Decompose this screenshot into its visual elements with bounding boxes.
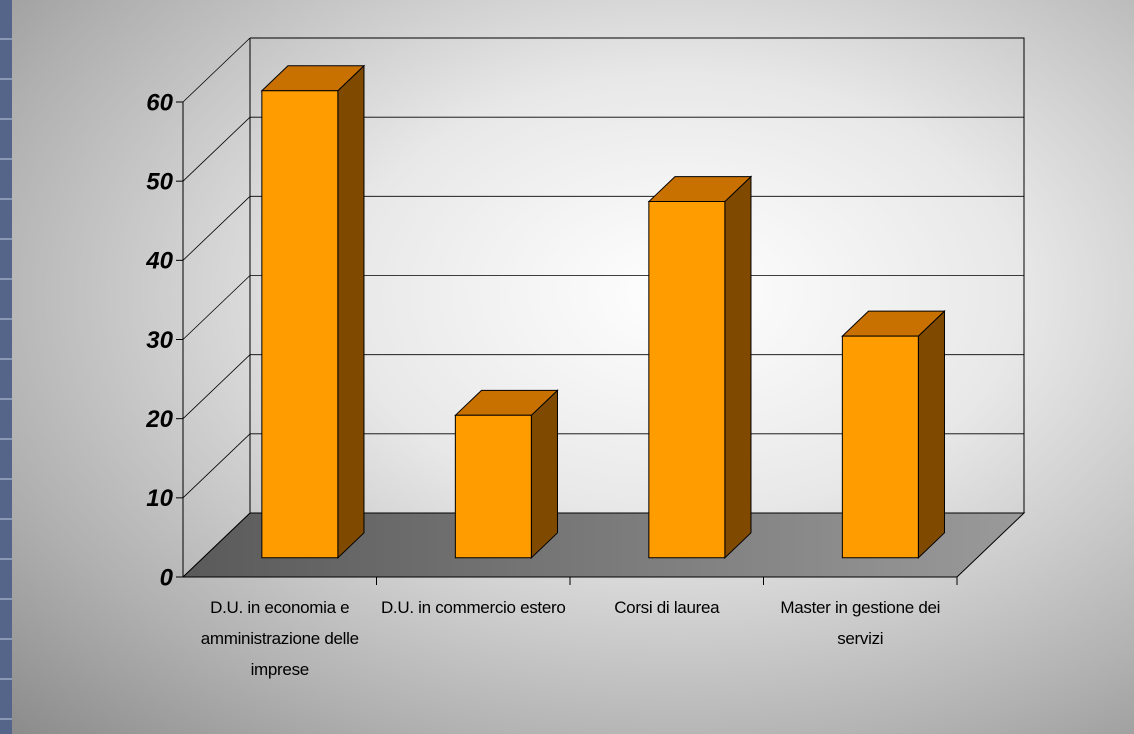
x-tick-label: Corsi di laurea [614, 598, 720, 617]
bar [260, 64, 366, 559]
grid-line-side [182, 37, 251, 103]
bar [841, 310, 946, 559]
bar-side [530, 389, 558, 559]
y-tick-label: 50 [146, 169, 173, 196]
y-tick-label: 40 [145, 248, 173, 275]
grid-line-side [182, 433, 251, 499]
grid-line-side [182, 275, 251, 340]
y-tick-label: 30 [146, 327, 173, 354]
theme-strip [0, 0, 12, 734]
grid-line-side [182, 196, 251, 261]
y-tick-label: 60 [146, 89, 173, 116]
bar-front [648, 201, 726, 559]
y-tick-label: 10 [146, 485, 173, 512]
bar-front [841, 335, 919, 559]
bar [647, 175, 753, 559]
bar [454, 389, 559, 559]
bar-side [724, 175, 752, 559]
bar-front [261, 90, 339, 559]
bar-side [337, 64, 365, 559]
grid-line-side [182, 116, 251, 182]
grid-line-side [182, 354, 251, 419]
y-tick-label: 0 [160, 564, 174, 591]
x-tick-label: D.U. in commercio estero [380, 598, 566, 617]
bar-front [454, 414, 532, 559]
grid-line-side [182, 512, 251, 578]
x-tick-label: D.U. in economia e amministrazione delle… [200, 598, 359, 679]
x-tick-label: Master in gestione dei servizi [780, 598, 941, 648]
y-tick-label: 20 [145, 406, 173, 433]
bar-side [917, 310, 945, 559]
